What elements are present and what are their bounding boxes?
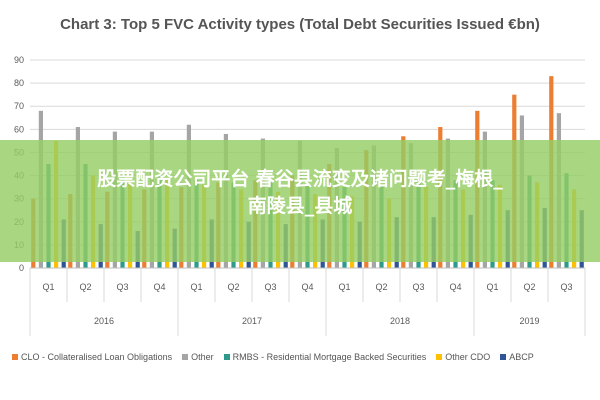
legend-label: CLO - Collateralised Loan Obligations xyxy=(21,352,173,362)
legend-swatch xyxy=(223,354,230,360)
x-tick-label: Q2 xyxy=(375,282,387,292)
x-tick-label: Q3 xyxy=(264,282,276,292)
legend-item: ABCP xyxy=(500,352,534,362)
legend-item: CLO - Collateralised Loan Obligations xyxy=(12,352,172,362)
x-tick-label: Q4 xyxy=(153,282,165,292)
x-tick-label: Q4 xyxy=(449,282,461,292)
legend-item: Other CDO xyxy=(436,352,490,362)
legend-swatch xyxy=(12,354,18,360)
year-label: 2016 xyxy=(94,316,114,326)
y-tick-label: 80 xyxy=(14,78,24,88)
legend-label: Other CDO xyxy=(445,352,491,362)
legend-swatch xyxy=(182,354,189,360)
year-label: 2018 xyxy=(390,316,410,326)
x-tick-label: Q4 xyxy=(301,282,313,292)
chart-legend: CLO - Collateralised Loan Obligations Oth… xyxy=(12,352,592,362)
chart-title: Chart 3: Top 5 FVC Activity types (Total… xyxy=(60,16,540,33)
legend-swatch xyxy=(436,354,443,360)
x-tick-label: Q3 xyxy=(560,282,572,292)
x-tick-label: Q2 xyxy=(79,282,91,292)
watermark-banner xyxy=(0,140,600,262)
year-label: 2019 xyxy=(519,316,539,326)
x-tick-label: Q2 xyxy=(523,282,535,292)
x-tick-label: Q1 xyxy=(338,282,350,292)
x-tick-label: Q1 xyxy=(42,282,54,292)
x-tick-label: Q3 xyxy=(412,282,424,292)
y-tick-label: 60 xyxy=(14,124,24,134)
legend-item: Other xyxy=(182,352,214,362)
watermark-line-1: 股票配资公司平台 春谷县流变及诸问题考_梅根_ xyxy=(97,168,503,190)
legend-label: RMBS - Residential Mortgage Backed Secur… xyxy=(232,352,427,362)
y-tick-label: 70 xyxy=(14,101,24,111)
x-tick-label: Q2 xyxy=(227,282,239,292)
y-tick-label: 0 xyxy=(19,263,24,273)
legend-label: ABCP xyxy=(509,352,534,362)
x-tick-label: Q1 xyxy=(486,282,498,292)
x-tick-label: Q3 xyxy=(116,282,128,292)
legend-item: RMBS - Residential Mortgage Backed Secur… xyxy=(223,352,427,362)
legend-label: Other xyxy=(191,352,214,362)
watermark-text: 股票配资公司平台 春谷县流变及诸问题考_梅根_ 南陵县_县城 xyxy=(20,166,580,220)
legend-swatch xyxy=(500,354,507,360)
year-label: 2017 xyxy=(242,316,262,326)
x-tick-label: Q1 xyxy=(190,282,202,292)
watermark-line-2: 南陵县_县城 xyxy=(247,195,353,217)
y-tick-label: 90 xyxy=(14,55,24,65)
